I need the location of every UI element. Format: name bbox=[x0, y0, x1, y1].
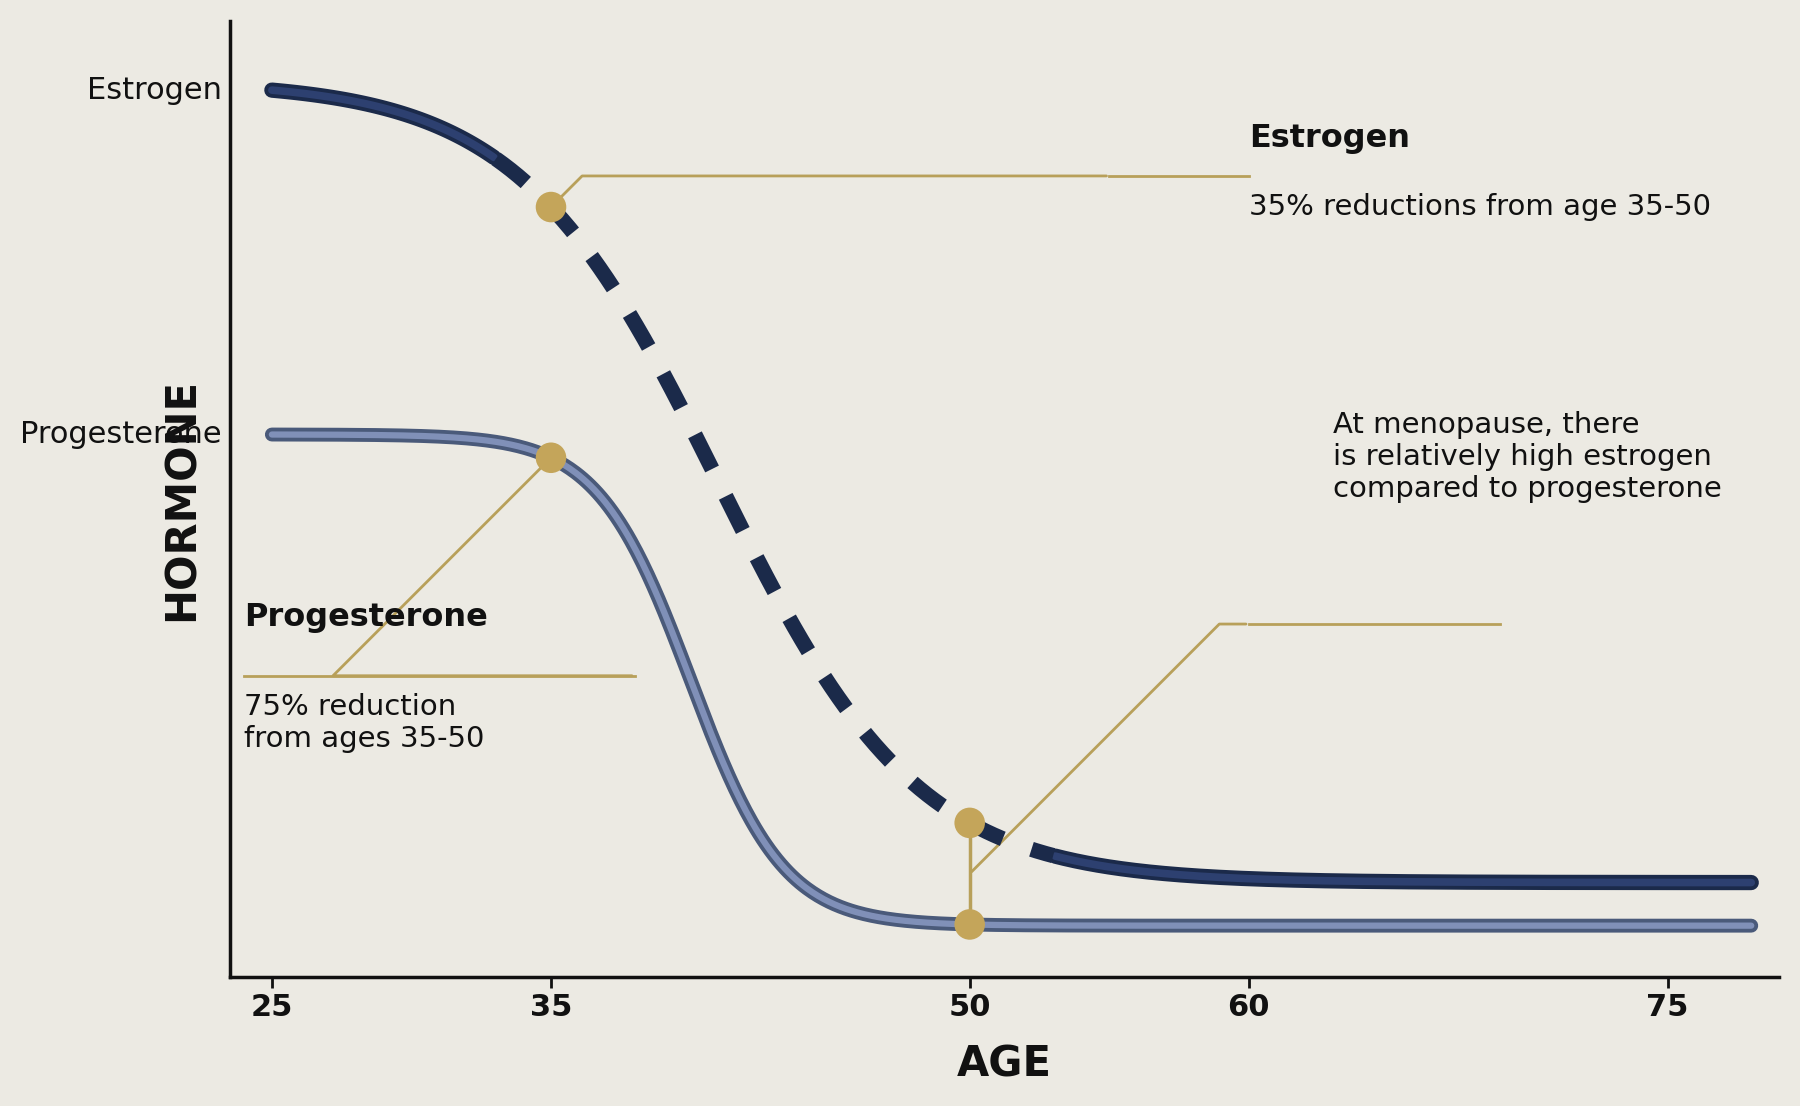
X-axis label: AGE: AGE bbox=[958, 1043, 1051, 1085]
Point bbox=[956, 814, 985, 832]
Point bbox=[536, 449, 565, 467]
Text: 35% reductions from age 35-50: 35% reductions from age 35-50 bbox=[1249, 194, 1710, 221]
Text: At menopause, there
is relatively high estrogen
compared to progesterone: At menopause, there is relatively high e… bbox=[1332, 410, 1721, 503]
Text: Estrogen: Estrogen bbox=[1249, 124, 1409, 155]
Text: Progesterone: Progesterone bbox=[20, 420, 221, 449]
Text: Estrogen: Estrogen bbox=[86, 75, 221, 105]
Point bbox=[536, 198, 565, 216]
Y-axis label: HORMONE: HORMONE bbox=[160, 377, 202, 620]
Text: 75% reduction
from ages 35-50: 75% reduction from ages 35-50 bbox=[245, 693, 484, 753]
Point bbox=[956, 916, 985, 933]
Text: Progesterone: Progesterone bbox=[245, 602, 488, 633]
